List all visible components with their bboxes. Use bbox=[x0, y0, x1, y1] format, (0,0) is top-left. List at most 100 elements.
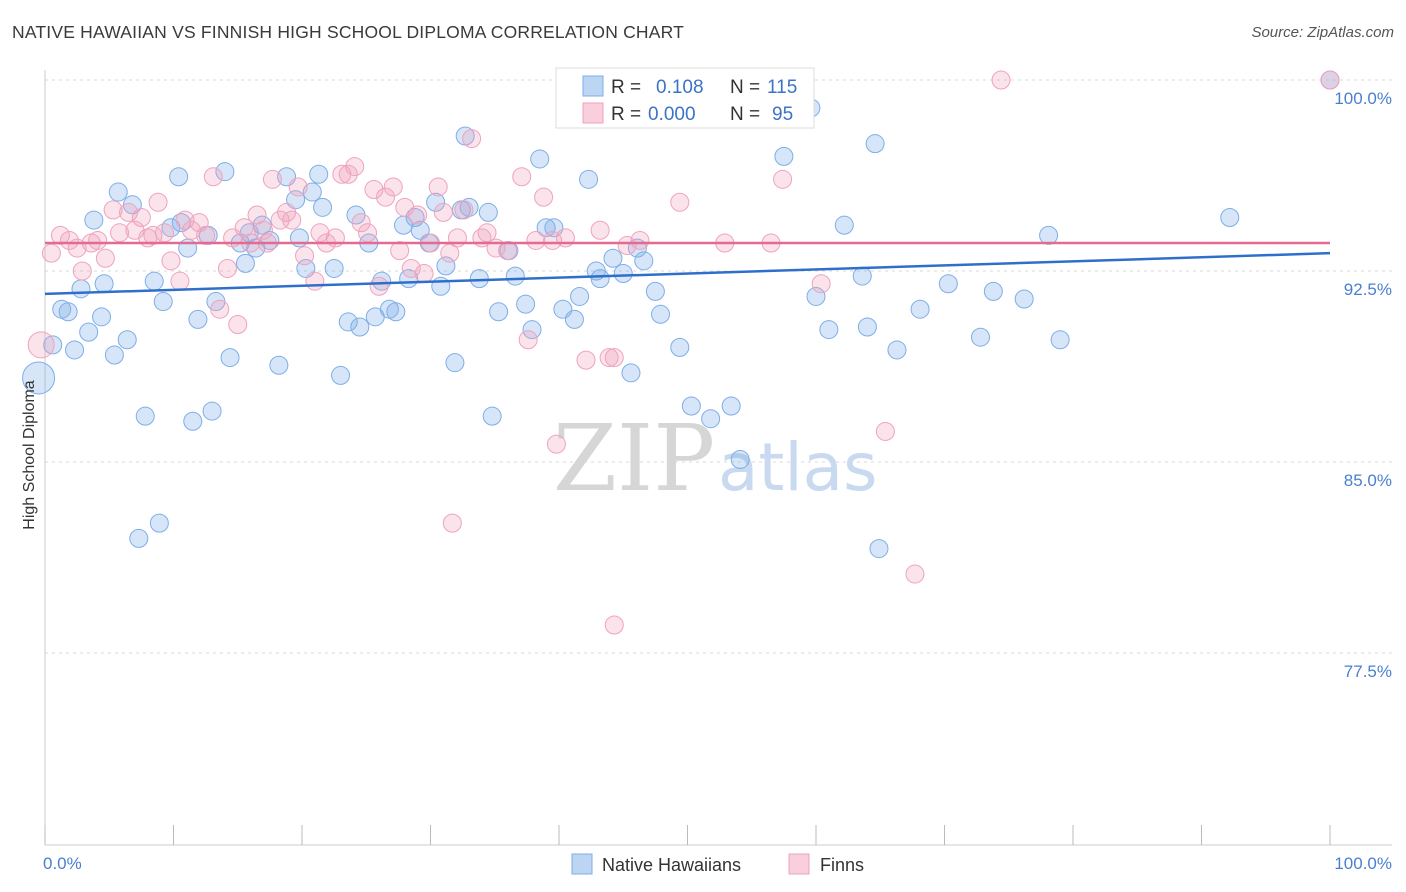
point-finn bbox=[358, 223, 378, 243]
point-native-hawaiian bbox=[94, 274, 114, 294]
point-finn bbox=[414, 264, 434, 284]
point-finn bbox=[338, 164, 358, 184]
chart-title: NATIVE HAWAIIAN VS FINNISH HIGH SCHOOL D… bbox=[12, 22, 685, 42]
point-native-hawaiian bbox=[386, 302, 406, 322]
point-native-hawaiian bbox=[215, 162, 235, 182]
grid-layer bbox=[45, 79, 1392, 654]
point-native-hawaiian bbox=[516, 294, 536, 314]
point-native-hawaiian bbox=[372, 271, 392, 291]
point-native-hawaiian bbox=[564, 309, 584, 329]
point-native-hawaiian bbox=[445, 353, 465, 373]
y-tick-label: 85.0% bbox=[1344, 471, 1392, 490]
point-native-hawaiian bbox=[651, 304, 671, 324]
point-native-hawaiian bbox=[819, 320, 839, 340]
point-finn bbox=[203, 167, 223, 187]
point-native-hawaiian bbox=[603, 248, 623, 268]
point-native-hawaiian bbox=[313, 197, 333, 217]
point-native-hawaiian bbox=[887, 340, 907, 360]
point-finn bbox=[196, 225, 216, 245]
trend-line-native-hawaiian bbox=[44, 251, 1331, 296]
point-native-hawaiian bbox=[43, 335, 63, 355]
point-native-hawaiian bbox=[721, 396, 741, 416]
point-native-hawaiian bbox=[774, 146, 794, 166]
legend-r-label-1: R = bbox=[611, 77, 641, 98]
point-native-hawaiian bbox=[79, 322, 99, 342]
point-finn bbox=[773, 169, 793, 189]
point-native-hawaiian bbox=[129, 528, 149, 548]
point-native-hawaiian bbox=[309, 164, 329, 184]
point-finn bbox=[518, 330, 538, 350]
point-finn bbox=[175, 210, 195, 230]
point-native-hawaiian bbox=[324, 258, 344, 278]
point-finn bbox=[991, 70, 1011, 90]
point-native-hawaiian bbox=[71, 279, 91, 299]
legend-swatch-native-hawaiians bbox=[582, 75, 604, 97]
point-native-hawaiian bbox=[1220, 208, 1240, 228]
point-native-hawaiian bbox=[579, 169, 599, 189]
point-finn bbox=[103, 200, 123, 220]
point-native-hawaiian bbox=[1039, 225, 1059, 245]
point-finn bbox=[401, 258, 421, 278]
point-finn bbox=[351, 213, 371, 233]
point-finn bbox=[454, 200, 474, 220]
point-finn bbox=[345, 157, 365, 177]
point-finn bbox=[88, 230, 108, 250]
point-native-hawaiian bbox=[331, 365, 351, 385]
point-finn bbox=[161, 251, 181, 271]
point-finn bbox=[253, 220, 273, 240]
point-native-hawaiian bbox=[621, 363, 641, 383]
points-layer bbox=[22, 70, 1340, 635]
point-native-hawaiian bbox=[405, 208, 425, 228]
point-finn bbox=[617, 236, 637, 256]
point-native-hawaiian bbox=[1014, 289, 1034, 309]
watermark: ZIP atlas bbox=[553, 405, 878, 512]
point-native-hawaiian bbox=[135, 406, 155, 426]
y-tick-label: 100.0% bbox=[1334, 89, 1392, 108]
point-finn bbox=[72, 261, 92, 281]
point-finn bbox=[305, 271, 325, 291]
point-native-hawaiian bbox=[806, 286, 826, 306]
point-finn bbox=[383, 177, 403, 197]
point-native-hawaiian bbox=[536, 218, 556, 238]
legend-r-value-2: 0.000 bbox=[648, 104, 696, 125]
point-native-hawaiian bbox=[426, 192, 446, 212]
point-native-hawaiian bbox=[202, 401, 222, 421]
point-finn bbox=[599, 348, 619, 368]
point-native-hawaiian bbox=[235, 253, 255, 273]
point-finn bbox=[50, 225, 70, 245]
bottom-legend-swatch-native-hawaiians bbox=[571, 853, 593, 875]
point-native-hawaiian bbox=[522, 320, 542, 340]
point-native-hawaiian bbox=[505, 266, 525, 286]
point-finn bbox=[576, 350, 596, 370]
point-native-hawaiian bbox=[469, 269, 489, 289]
legend-n-value-1: 115 bbox=[767, 77, 797, 98]
point-finn bbox=[1320, 70, 1340, 90]
bottom-legend-native-hawaiians: Native Hawaiians bbox=[602, 855, 741, 875]
point-native-hawaiian bbox=[104, 345, 124, 365]
legend-r-label-2: R = bbox=[611, 104, 641, 125]
point-native-hawaiian bbox=[865, 134, 885, 154]
point-finn bbox=[295, 246, 315, 266]
point-finn bbox=[811, 274, 831, 294]
point-finn bbox=[217, 258, 237, 278]
point-finn bbox=[288, 177, 308, 197]
point-finn bbox=[630, 230, 650, 250]
point-finn bbox=[428, 177, 448, 197]
y-tick-label: 92.5% bbox=[1344, 280, 1392, 299]
point-native-hawaiian bbox=[58, 302, 78, 322]
point-native-hawaiian bbox=[153, 292, 173, 312]
point-native-hawaiian bbox=[92, 307, 112, 327]
point-finn bbox=[604, 348, 624, 368]
legend-n-label-1: N = bbox=[730, 77, 760, 98]
point-finn bbox=[119, 202, 139, 222]
point-native-hawaiian bbox=[436, 256, 456, 276]
point-finn bbox=[534, 187, 554, 207]
point-finn bbox=[604, 615, 624, 635]
point-finn bbox=[670, 192, 690, 212]
point-native-hawaiian bbox=[730, 449, 750, 469]
legend-n-label-2: N = bbox=[730, 104, 760, 125]
y-axis-title: High School Diploma bbox=[21, 380, 38, 530]
point-native-hawaiian bbox=[482, 406, 502, 426]
point-native-hawaiian bbox=[260, 230, 280, 250]
